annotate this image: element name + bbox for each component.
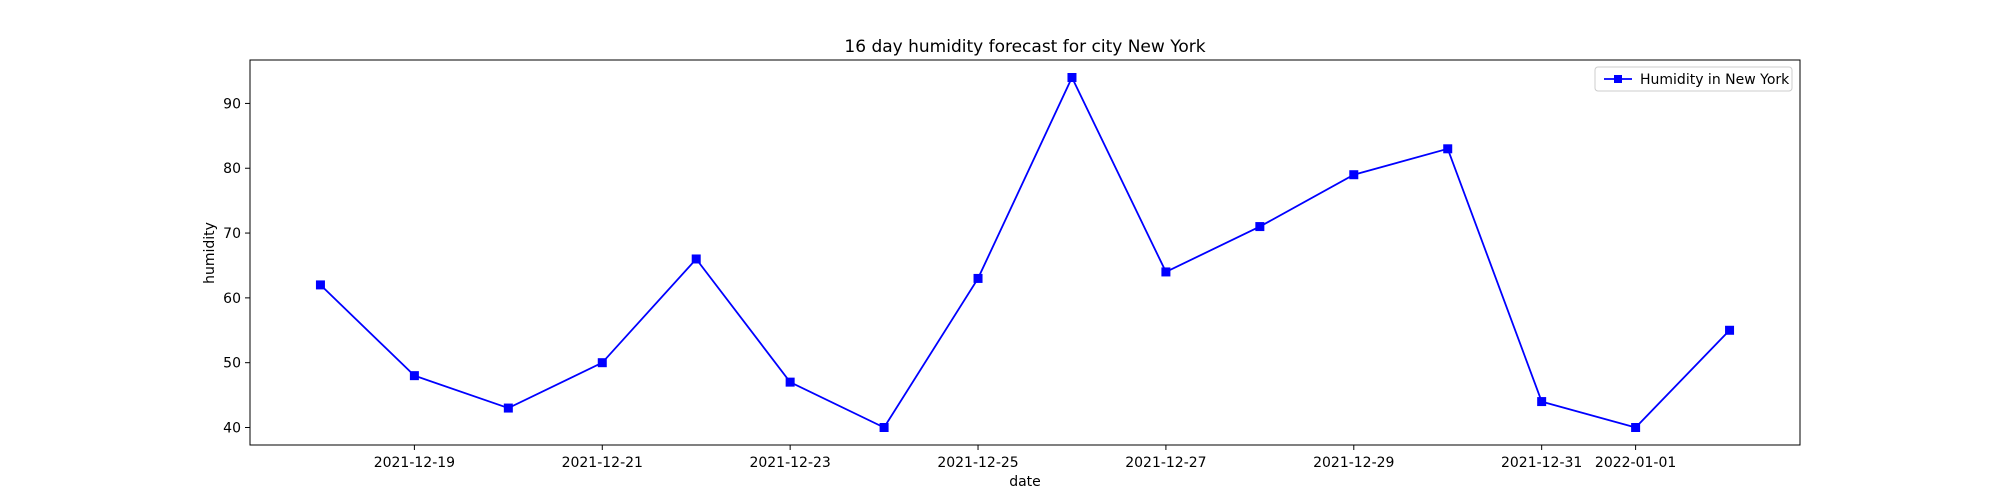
y-tick-label: 90 xyxy=(223,96,241,112)
x-tick-label: 2021-12-29 xyxy=(1313,455,1394,471)
data-point xyxy=(503,403,513,413)
data-point xyxy=(409,371,419,381)
data-point xyxy=(1631,423,1641,432)
y-tick-label: 80 xyxy=(223,161,241,177)
data-point xyxy=(973,273,983,283)
x-tick-label: 2021-12-19 xyxy=(374,455,455,471)
x-tick-label: 2021-12-23 xyxy=(749,455,830,471)
y-tick-label: 40 xyxy=(223,421,241,437)
data-point xyxy=(597,358,607,368)
x-axis: 2021-12-19 2021-12-21 2021-12-23 2021-12-25… xyxy=(374,445,1676,471)
data-point xyxy=(879,423,889,432)
data-point xyxy=(1537,397,1547,407)
y-tick-label: 50 xyxy=(223,356,241,372)
data-point xyxy=(1161,267,1171,277)
data-point xyxy=(1349,170,1359,180)
chart-title: 16 day humidity forecast for city New Yo… xyxy=(844,37,1205,57)
x-tick-label: 2021-12-27 xyxy=(1125,455,1206,471)
x-tick-label: 2021-12-25 xyxy=(937,455,1018,471)
plot-area xyxy=(249,59,1801,446)
series-layer xyxy=(315,73,1735,432)
legend-label: Humidity in New York xyxy=(1640,72,1790,88)
data-point xyxy=(315,280,325,290)
y-tick-label: 70 xyxy=(223,226,241,242)
y-tick-label: 60 xyxy=(223,291,241,307)
x-tick-label: 2022-01-01 xyxy=(1595,455,1676,471)
x-tick-label: 2021-12-31 xyxy=(1501,455,1582,471)
data-point xyxy=(1255,222,1265,232)
y-axis: 40 50 60 70 80 90 xyxy=(223,96,250,437)
data-point xyxy=(1067,73,1077,82)
legend-box xyxy=(1594,66,1793,92)
data-point xyxy=(691,254,701,264)
data-point xyxy=(1725,325,1735,335)
legend-marker-swatch xyxy=(1614,75,1622,83)
x-tick-label: 2021-12-21 xyxy=(562,455,643,471)
legend: Humidity in New York xyxy=(1594,66,1793,92)
data-point xyxy=(785,377,795,387)
series-line xyxy=(319,75,1731,429)
y-axis-label: humidity xyxy=(202,222,218,284)
data-point xyxy=(1443,144,1453,154)
x-axis-label: date xyxy=(1009,474,1041,490)
